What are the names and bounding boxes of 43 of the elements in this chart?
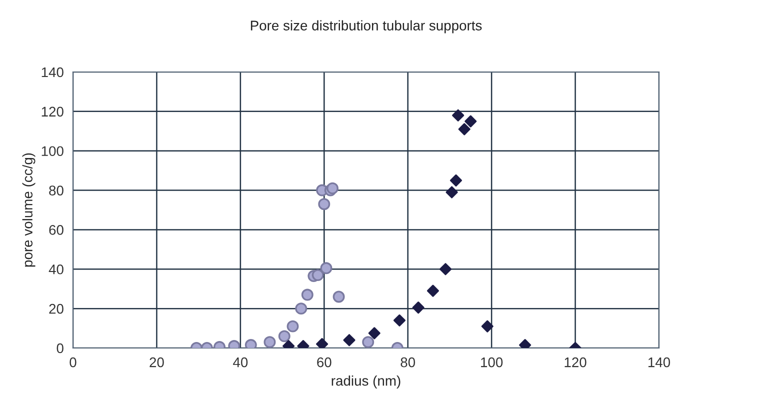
point — [439, 263, 452, 276]
point — [458, 123, 470, 136]
y-tick-label: 80 — [49, 186, 64, 196]
x-tick-label: 120 — [564, 357, 586, 368]
point — [464, 115, 477, 128]
point — [481, 320, 494, 332]
y-tick-label: 20 — [49, 304, 64, 314]
y-axis-title: pore volume (cc/g) — [22, 153, 36, 267]
point — [264, 336, 276, 348]
x-tick-label: 40 — [233, 357, 248, 368]
point — [343, 334, 356, 346]
x-tick-label: 100 — [481, 357, 503, 368]
point — [368, 327, 380, 340]
point — [446, 186, 458, 198]
x-tick-label: 60 — [317, 357, 332, 368]
x-tick-label: 140 — [648, 357, 670, 368]
point — [332, 290, 345, 303]
point — [450, 174, 462, 186]
point — [412, 302, 424, 314]
point — [301, 288, 314, 301]
y-tick-label: 120 — [42, 106, 64, 117]
x-tick-label: 80 — [400, 357, 416, 368]
y-tick-label: 100 — [42, 146, 64, 156]
point — [362, 336, 374, 348]
point — [426, 284, 440, 297]
point — [326, 182, 338, 194]
x-axis-title: radius (nm) — [332, 376, 400, 388]
y-tick-label: 60 — [49, 225, 64, 235]
point — [286, 320, 299, 332]
point — [393, 314, 406, 326]
point — [316, 338, 328, 348]
y-tick-label: 0 — [56, 343, 64, 354]
point — [312, 269, 324, 282]
point — [278, 330, 290, 342]
y-tick-label: 140 — [42, 67, 64, 78]
chart-title: Pore size distribution tubular supports — [250, 20, 482, 34]
x-tick-label: 20 — [150, 357, 164, 368]
point — [320, 262, 332, 274]
y-tick-label: 40 — [48, 264, 64, 274]
x-tick-label: 0 — [70, 357, 76, 368]
point — [295, 302, 308, 315]
point — [318, 198, 330, 210]
point — [452, 109, 464, 122]
